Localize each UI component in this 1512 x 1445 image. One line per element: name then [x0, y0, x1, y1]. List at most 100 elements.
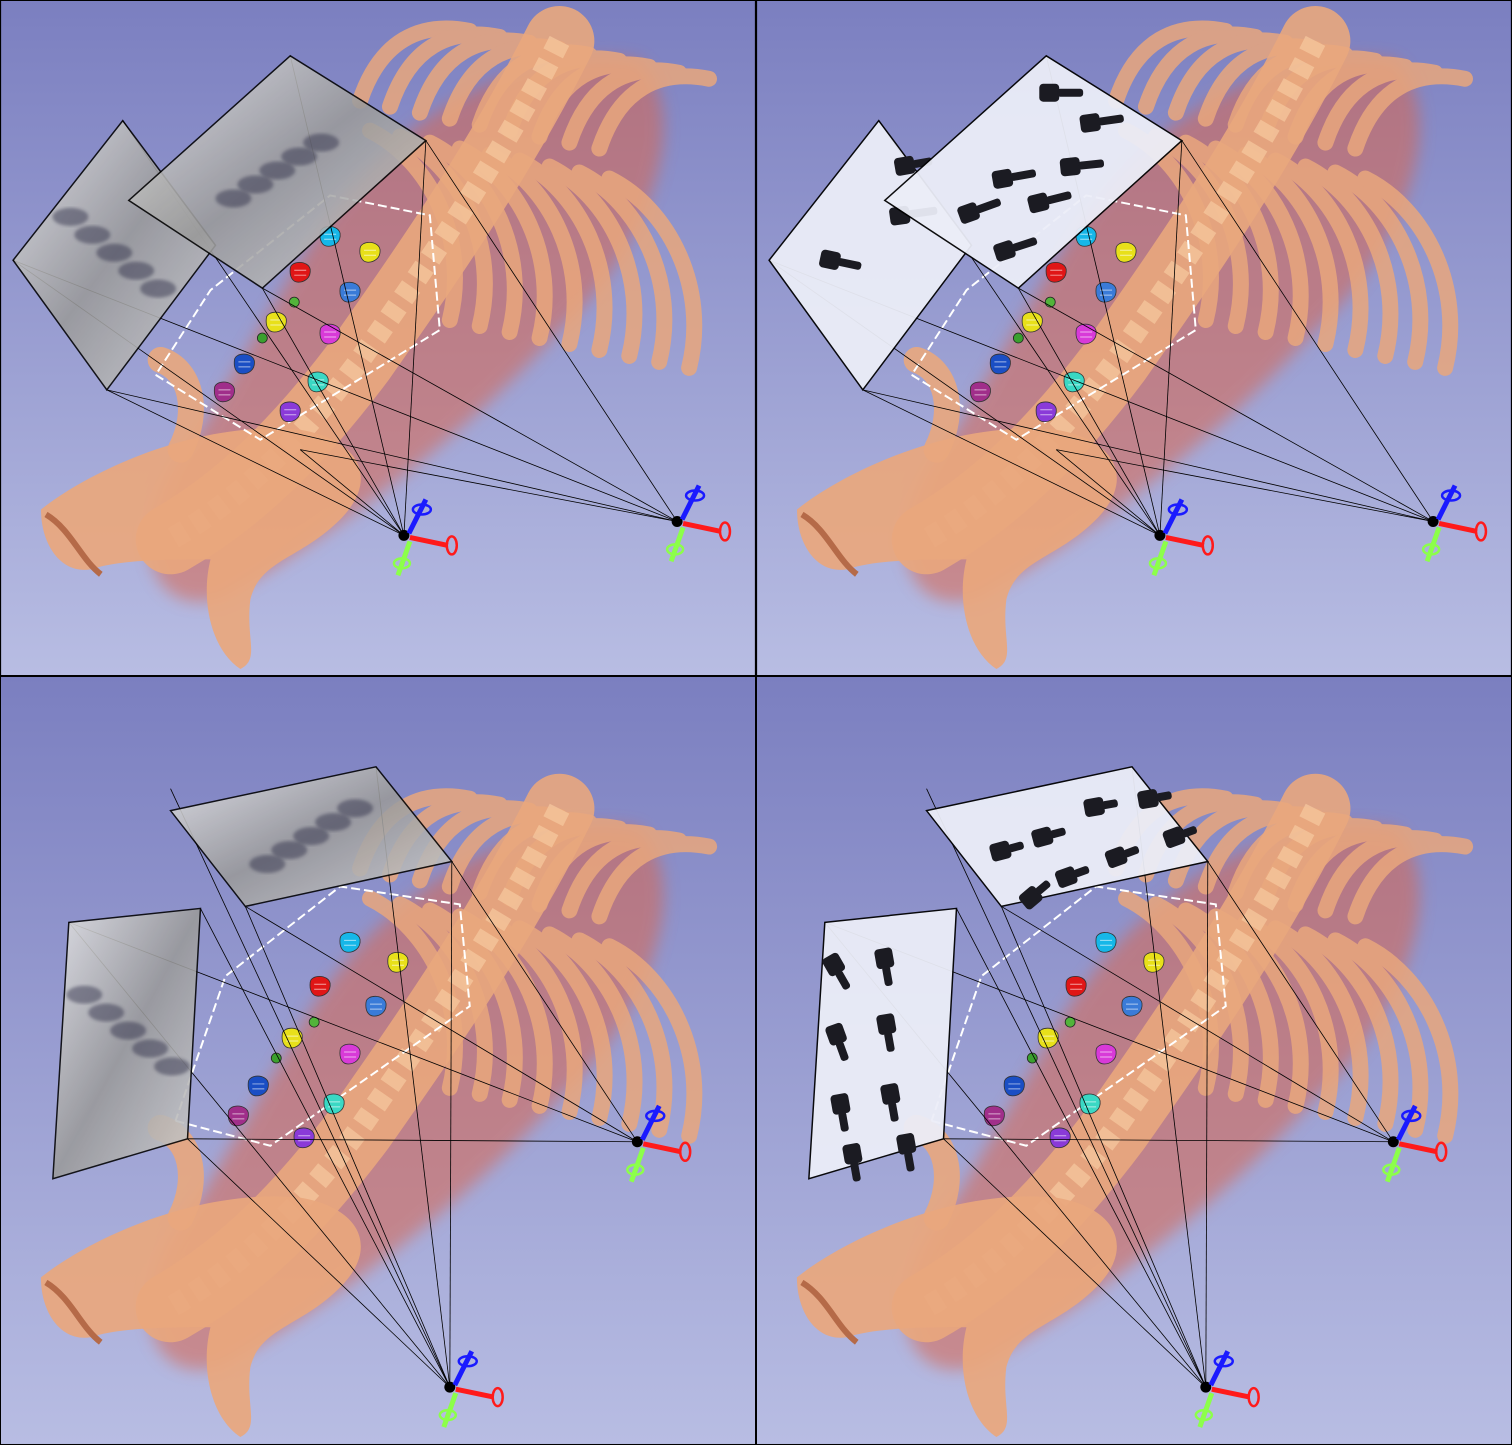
screw-thread — [328, 1101, 341, 1108]
vertebra-shadow — [337, 799, 374, 818]
z-rotation-ring — [411, 503, 433, 516]
screw-silhouette — [1054, 866, 1090, 888]
x-axis-arrow — [455, 1386, 495, 1400]
camera-transform-gizmo — [1148, 498, 1215, 577]
rib — [1297, 926, 1399, 1132]
screw-silhouette-head — [1137, 789, 1159, 809]
screw-thread — [294, 269, 307, 276]
screw-marker — [1079, 1093, 1101, 1115]
projection-ray — [187, 1138, 451, 1388]
screw-silhouette — [819, 249, 862, 270]
screw-thread — [232, 1113, 245, 1120]
pedicle-markers — [983, 932, 1165, 1149]
projection-ray — [1056, 449, 1434, 522]
y-rotation-ring — [392, 557, 412, 570]
screw-thread — [314, 983, 327, 990]
camera-source-point — [1427, 515, 1439, 527]
screw-head — [323, 1093, 345, 1115]
screw-marker — [319, 323, 341, 345]
y-rotation-ring — [438, 1408, 458, 1422]
z-rotation-ring — [1401, 1109, 1422, 1123]
radiograph-projection-plane — [169, 765, 454, 908]
screw-thread — [1100, 1051, 1113, 1058]
projection-ray — [1207, 861, 1394, 1143]
screw-entry-point — [1012, 332, 1024, 344]
screw-head — [983, 1105, 1005, 1127]
screw-silhouette-head — [1054, 866, 1078, 888]
projection-ray — [106, 389, 405, 536]
projection-ray — [449, 861, 453, 1388]
pelvis — [797, 428, 1117, 670]
rib — [1177, 134, 1279, 340]
x-axis-arrow — [1165, 534, 1205, 548]
screw-marker — [1121, 995, 1143, 1017]
projection-ray — [862, 389, 1434, 522]
vertebra-shadow — [118, 261, 155, 280]
x-axis-arrow — [1438, 521, 1478, 534]
vertebra-shadow — [259, 161, 296, 180]
screw-silhouette-shaft — [882, 965, 893, 987]
screw-marker — [1075, 323, 1097, 345]
camera-transform-gizmo — [1382, 1104, 1448, 1183]
rib — [352, 20, 478, 109]
screw-marker — [1115, 242, 1137, 263]
screw-silhouette — [1059, 157, 1105, 177]
screw-marker — [293, 1127, 315, 1149]
vertebra-shadow — [293, 827, 330, 846]
screw-marker — [989, 353, 1011, 375]
camera-source-point — [1154, 529, 1166, 541]
projection-ray — [1017, 287, 1161, 536]
rib — [561, 62, 688, 151]
screw-marker — [1049, 1127, 1071, 1149]
x-axis-arrow — [682, 521, 722, 534]
x-axis-arrow — [1211, 1386, 1251, 1400]
pelvis — [796, 1196, 1117, 1438]
screw-silhouette — [1083, 797, 1118, 817]
screw-marker — [265, 311, 287, 333]
screw-thread — [1040, 409, 1053, 416]
projection-ray — [299, 449, 405, 536]
screw-silhouette-shaft — [888, 1101, 899, 1122]
screw-marker — [1037, 1027, 1059, 1049]
screw-silhouette-head — [1104, 846, 1128, 868]
screw-silhouette-shaft — [1057, 88, 1084, 97]
volume-bounding-box — [930, 885, 1227, 1147]
rib — [421, 134, 523, 340]
screw-silhouette-head — [1083, 797, 1105, 817]
screw-thread — [238, 361, 251, 368]
vertebra-shadow — [249, 855, 286, 873]
screw-head — [359, 242, 381, 263]
screw-marker — [288, 296, 300, 308]
rib — [511, 152, 613, 358]
rib — [411, 32, 538, 121]
screw-head — [233, 353, 255, 375]
camera-source-point — [1387, 1136, 1399, 1148]
screw-silhouette — [991, 168, 1037, 189]
screw-silhouette-head — [957, 202, 980, 224]
camera-transform-gizmo — [438, 1350, 504, 1428]
y-rotation-ring — [1382, 1163, 1401, 1176]
screw-silhouette-shaft — [1155, 791, 1172, 802]
screw-silhouette-head — [1027, 192, 1050, 214]
screw-mask-projection-plane — [808, 907, 958, 1182]
screw-silhouette-head — [1031, 826, 1054, 848]
screw-head — [1021, 311, 1043, 333]
screw-head — [227, 1105, 249, 1127]
screw-silhouette — [1162, 826, 1198, 848]
screw-entry-point — [256, 332, 268, 344]
screw-thread — [1054, 1135, 1067, 1142]
screw-entry-point — [1026, 1052, 1038, 1064]
screw-head — [365, 995, 387, 1017]
screw-marker — [1095, 932, 1117, 953]
rib — [1267, 920, 1369, 1126]
screw-marker — [365, 995, 387, 1017]
screw-thread — [218, 389, 231, 396]
projection-ray — [244, 906, 451, 1388]
z-rotation-ring — [645, 1109, 666, 1123]
projection-ray — [956, 908, 1207, 1388]
screw-thread — [1147, 959, 1160, 966]
screw-marker — [270, 1052, 282, 1064]
screw-silhouette — [874, 947, 895, 987]
screw-silhouette — [1137, 789, 1172, 809]
screw-silhouette — [1018, 880, 1051, 910]
